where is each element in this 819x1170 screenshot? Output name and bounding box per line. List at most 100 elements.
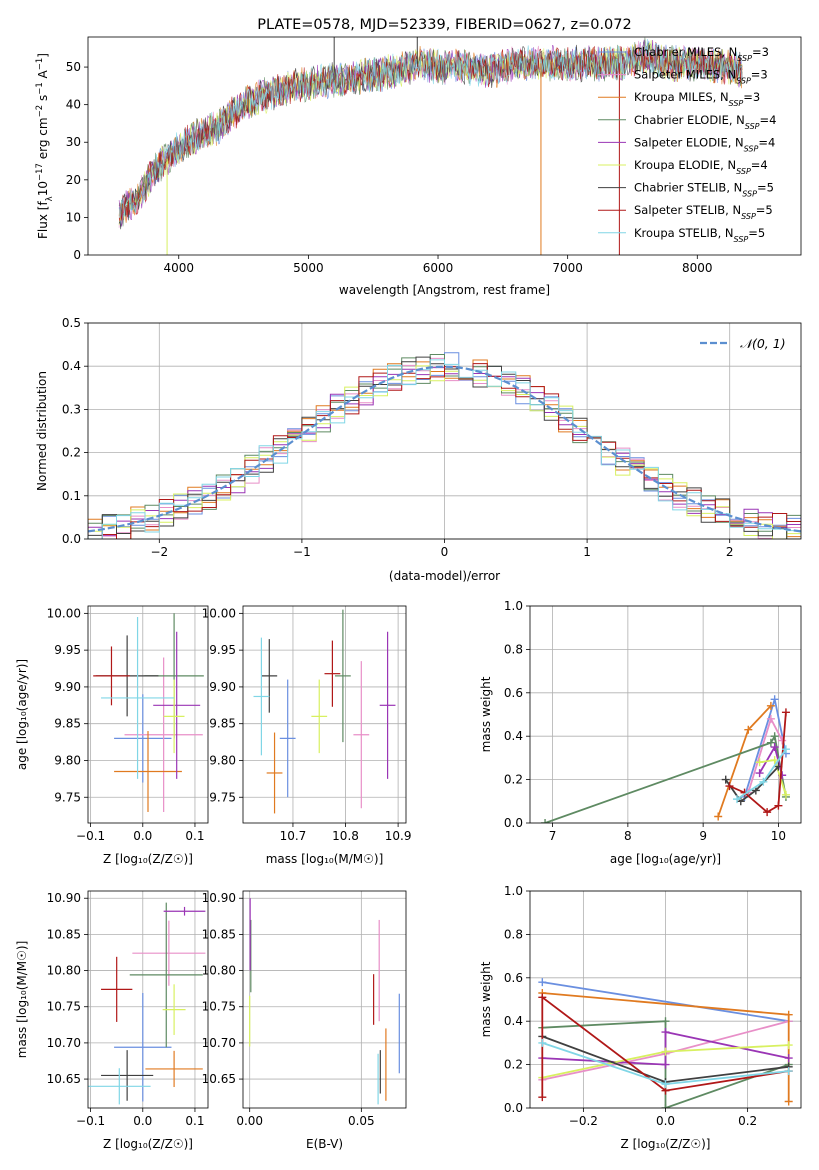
legend-entry-part: Kroupa MILES, N xyxy=(634,90,729,104)
y-tick-label: 10 xyxy=(66,210,81,224)
y-axis-label: mass weight xyxy=(479,961,493,1037)
y-tick-label: 10.70 xyxy=(202,1036,236,1050)
weight-marker-salpeter-stelib xyxy=(725,782,734,791)
y-tick-label: 0.0 xyxy=(62,532,81,546)
weight-marker-chabrier-elodie xyxy=(766,738,775,747)
x-tick-label: −0.1 xyxy=(76,829,105,843)
x-tick-label: 0 xyxy=(441,545,449,559)
errorbars xyxy=(253,609,396,814)
y-tick-label: 10.80 xyxy=(202,964,236,978)
weight-lines xyxy=(538,978,793,1108)
weight-marker-kroupa-elodie xyxy=(661,1047,670,1056)
weight-marker-chabrier-elodie xyxy=(541,819,550,823)
weight-marker-kroupa-miles xyxy=(714,812,723,821)
legend-entry-part: =4 xyxy=(760,113,777,127)
weight-marker-salpeter-miles xyxy=(766,714,775,723)
axes-frame xyxy=(87,605,209,824)
x-tick-label: −0.1 xyxy=(76,1114,105,1128)
y-tick-label: 0.6 xyxy=(504,971,523,985)
legend-entry-part: =5 xyxy=(748,226,765,240)
y-axis-label-part: 10 xyxy=(36,181,50,196)
x-axis-label: (data-model)/error xyxy=(389,569,500,583)
weight-marker-salpeter-elodie xyxy=(755,769,764,778)
x-tick-label: −1 xyxy=(293,545,311,559)
x-axis-label: mass [log₁₀(M/M☉)] xyxy=(266,852,384,866)
x-tick-label: 8 xyxy=(624,829,632,843)
weight-marker-salpeter-elodie xyxy=(770,743,779,752)
weight-marker-chabrier-miles xyxy=(538,978,547,987)
x-tick-label: 9 xyxy=(699,829,707,843)
legend-entry-part: SSP xyxy=(737,54,752,63)
legend-entry: Salpeter ELODIE, NSSP=4 xyxy=(634,135,775,153)
legend-entry-part: Salpeter ELODIE, N xyxy=(634,135,744,149)
axes-frame xyxy=(242,890,407,1109)
axes-frame xyxy=(242,605,407,824)
legend-entry-part: =5 xyxy=(757,181,774,195)
x-tick-label: 10.9 xyxy=(385,829,412,843)
y-tick-label: 0.2 xyxy=(62,446,81,460)
x-axis-label: E(B-V) xyxy=(306,1137,343,1151)
y-tick-label: 0.0 xyxy=(504,816,523,830)
axes-frame xyxy=(87,322,802,540)
weight-marker-salpeter-elodie xyxy=(661,1028,670,1037)
x-axis-label: age [log₁₀(age/yr)] xyxy=(610,852,721,866)
y-tick-label: 10.00 xyxy=(47,606,81,620)
weight-line-chabrier-miles xyxy=(542,981,789,1023)
errorbars xyxy=(93,613,204,812)
histogram-salpeter-stelib xyxy=(88,363,801,539)
y-tick-label: 10.80 xyxy=(47,964,81,978)
axes-frame xyxy=(87,890,209,1109)
y-tick-label: 10.65 xyxy=(202,1072,236,1086)
y-tick-label: 1.0 xyxy=(504,599,523,613)
y-tick-label: 10.85 xyxy=(202,927,236,941)
axes-frame xyxy=(529,605,802,824)
y-tick-label: 0.1 xyxy=(62,489,81,503)
y-tick-label: 0.2 xyxy=(504,773,523,787)
y-tick-label: 10.75 xyxy=(47,1000,81,1014)
massweight_vs_age-panel: 7 8 9 10 0.0 0.2 0.4 0.6 0.8 1.0 age [log₁₀(age/yr… xyxy=(479,599,802,866)
x-tick-label: 0.0 xyxy=(133,1114,152,1128)
axes-frame xyxy=(87,36,802,256)
weight-marker-salpeter-miles xyxy=(778,736,787,745)
x-tick-label: 2 xyxy=(726,545,734,559)
weight-marker-salpeter-stelib xyxy=(763,808,772,817)
x-tick-label: 6000 xyxy=(423,261,454,275)
legend-entry-part: Chabrier STELIB, N xyxy=(634,181,742,195)
y-axis-label-part: ] xyxy=(36,53,50,58)
y-tick-label: 0.0 xyxy=(504,1101,523,1115)
residuals-panel: −2 −1 0 1 2 0.0 0.1 0.2 0.3 0.4 0.5 (data-model)/er… xyxy=(35,316,802,583)
y-tick-label: 20 xyxy=(66,173,81,187)
y-axis-label-part: λ xyxy=(45,196,55,201)
histograms xyxy=(88,352,801,539)
y-tick-label: 0.6 xyxy=(504,686,523,700)
legend-entry-part: SSP xyxy=(742,189,757,198)
y-tick-label: 9.95 xyxy=(54,643,81,657)
x-tick-label: −0.2 xyxy=(569,1114,598,1128)
x-tick-label: 10.7 xyxy=(280,829,307,843)
y-tick-label: 10.85 xyxy=(47,927,81,941)
weight-marker-kroupa-elodie xyxy=(784,1041,793,1050)
y-tick-label: 9.90 xyxy=(54,680,81,694)
x-tick-label: 7 xyxy=(549,829,557,843)
legend-entry: 𝒩(0, 1) xyxy=(740,336,786,351)
y-tick-label: 50 xyxy=(66,60,81,74)
y-axis-label-part: −17 xyxy=(35,163,45,181)
legend-entry-part: SSP xyxy=(736,167,751,176)
x-tick-label: 0.0 xyxy=(133,829,152,843)
y-tick-label: 10.90 xyxy=(47,891,81,905)
weight-marker-kroupa-miles xyxy=(766,701,775,710)
legend-entry: Chabrier ELODIE, NSSP=4 xyxy=(634,113,776,131)
weight-marker-kroupa-miles xyxy=(744,725,753,734)
y-tick-label: 40 xyxy=(66,98,81,112)
weight-marker-kroupa-elodie xyxy=(755,758,764,767)
y-axis-label-part: −1 xyxy=(35,82,45,95)
weight-marker-kroupa-elodie xyxy=(781,790,790,799)
weight-marker-chabrier-miles xyxy=(770,695,779,704)
y-tick-label: 9.75 xyxy=(54,790,81,804)
y-tick-label: 10.75 xyxy=(202,1000,236,1014)
y-tick-label: 9.80 xyxy=(54,753,81,767)
weight-marker-kroupa-stelib xyxy=(784,1067,793,1076)
spectrum-panel: PLATE=0578, MJD=52339, FIBERID=0627, z=0… xyxy=(35,17,802,297)
y-axis-label-part: A xyxy=(36,69,50,82)
